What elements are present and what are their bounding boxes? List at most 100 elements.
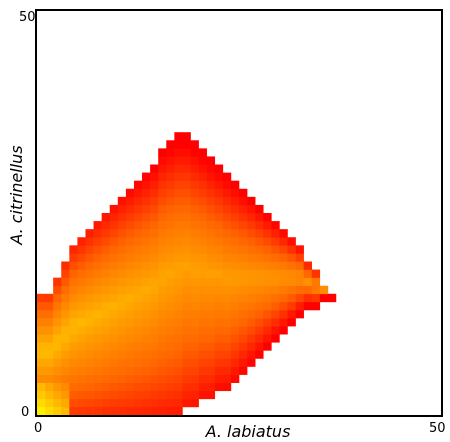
heatmap-cell <box>182 277 191 287</box>
heatmap-cell <box>198 374 207 383</box>
heatmap-cell <box>239 358 248 367</box>
heatmap-cell <box>142 180 151 190</box>
heatmap-cell <box>174 213 183 222</box>
heatmap-cell <box>206 269 216 278</box>
heatmap-cell <box>182 180 191 190</box>
heatmap-cell <box>255 326 264 335</box>
heatmap-cell <box>133 285 143 295</box>
heatmap-cell <box>117 285 127 295</box>
heatmap-cell <box>133 196 143 206</box>
heatmap-cell <box>230 301 240 311</box>
heatmap-cell <box>230 204 240 214</box>
heatmap-cell <box>206 245 216 254</box>
heatmap-cell <box>255 245 264 254</box>
heatmap-cell <box>174 382 183 392</box>
heatmap-cell <box>61 366 70 375</box>
heatmap-cell <box>61 277 70 287</box>
heatmap-cell <box>174 261 183 270</box>
heatmap-cell <box>61 390 70 400</box>
heatmap-cell <box>271 261 280 270</box>
heatmap-cell <box>37 309 46 319</box>
heatmap-cell <box>125 213 135 222</box>
heatmap-cell <box>150 213 159 222</box>
heatmap-cell <box>182 148 191 157</box>
heatmap-cell <box>150 390 159 400</box>
heatmap-cell <box>61 358 70 367</box>
heatmap-cell <box>182 366 191 375</box>
heatmap-cell <box>174 390 183 400</box>
heatmap-cell <box>239 204 248 214</box>
heatmap-cell <box>166 382 175 392</box>
heatmap-cell <box>109 269 119 278</box>
heatmap-cell <box>77 406 86 416</box>
heatmap-cell <box>174 180 183 190</box>
heatmap-cell <box>303 269 313 278</box>
heatmap-cell <box>125 221 135 230</box>
y-tick-bottom: 0 <box>21 405 29 420</box>
heatmap-cell <box>295 293 304 303</box>
heatmap-cell <box>198 326 207 335</box>
heatmap-cell <box>53 390 62 400</box>
heatmap-cell <box>247 221 256 230</box>
heatmap-cell <box>117 350 127 359</box>
heatmap-cell <box>125 390 135 400</box>
heatmap-cell <box>142 293 151 303</box>
heatmap-cell <box>142 406 151 416</box>
heatmap-cell <box>85 334 94 343</box>
heatmap-cell <box>263 301 272 311</box>
heatmap-cell <box>206 285 216 295</box>
heatmap-cell <box>93 326 102 335</box>
heatmap-cell <box>85 366 94 375</box>
heatmap-cell <box>101 334 111 343</box>
heatmap-cell <box>247 326 256 335</box>
heatmap-cell <box>214 301 224 311</box>
heatmap-cell <box>214 318 224 327</box>
heatmap-cell <box>125 253 135 262</box>
heatmap-cell <box>166 398 175 408</box>
heatmap-cell <box>109 350 119 359</box>
heatmap-cell <box>222 172 232 181</box>
heatmap-cell <box>101 301 111 311</box>
heatmap-cell <box>158 180 167 190</box>
heatmap-cell <box>109 229 119 238</box>
heatmap-cell <box>125 285 135 295</box>
heatmap-cell <box>263 277 272 287</box>
heatmap-cell <box>190 277 199 287</box>
heatmap-cell <box>166 293 175 303</box>
heatmap-cell <box>174 204 183 214</box>
heatmap-cell <box>61 309 70 319</box>
heatmap-cell <box>279 318 288 327</box>
heatmap-cell <box>174 156 183 165</box>
heatmap-cell <box>69 390 78 400</box>
heatmap-cell <box>166 326 175 335</box>
heatmap-cell <box>117 374 127 383</box>
heatmap-cell <box>150 277 159 287</box>
heatmap-cell <box>295 309 304 319</box>
heatmap-cell <box>239 277 248 287</box>
heatmap-cell <box>125 382 135 392</box>
heatmap-cell <box>198 350 207 359</box>
heatmap-cell <box>150 326 159 335</box>
heatmap-cell <box>61 350 70 359</box>
heatmap-cell <box>182 172 191 181</box>
heatmap-cell <box>174 140 183 149</box>
heatmap-cell <box>190 188 199 198</box>
heatmap-cell <box>158 156 167 165</box>
heatmap-cell <box>182 229 191 238</box>
heatmap-cell <box>182 318 191 327</box>
heatmap-cell <box>230 213 240 222</box>
heatmap-cell <box>174 253 183 262</box>
heatmap-cell <box>263 245 272 254</box>
heatmap-cell <box>222 180 232 190</box>
heatmap-cell <box>77 350 86 359</box>
heatmap-cell <box>158 269 167 278</box>
heatmap-cell <box>69 406 78 416</box>
heatmap-cell <box>287 277 296 287</box>
heatmap-cell <box>263 309 272 319</box>
heatmap-cell <box>279 326 288 335</box>
heatmap-cell <box>263 293 272 303</box>
heatmap-cell <box>239 318 248 327</box>
heatmap-cell <box>206 374 216 383</box>
heatmap-cell <box>109 398 119 408</box>
heatmap-cell <box>198 221 207 230</box>
